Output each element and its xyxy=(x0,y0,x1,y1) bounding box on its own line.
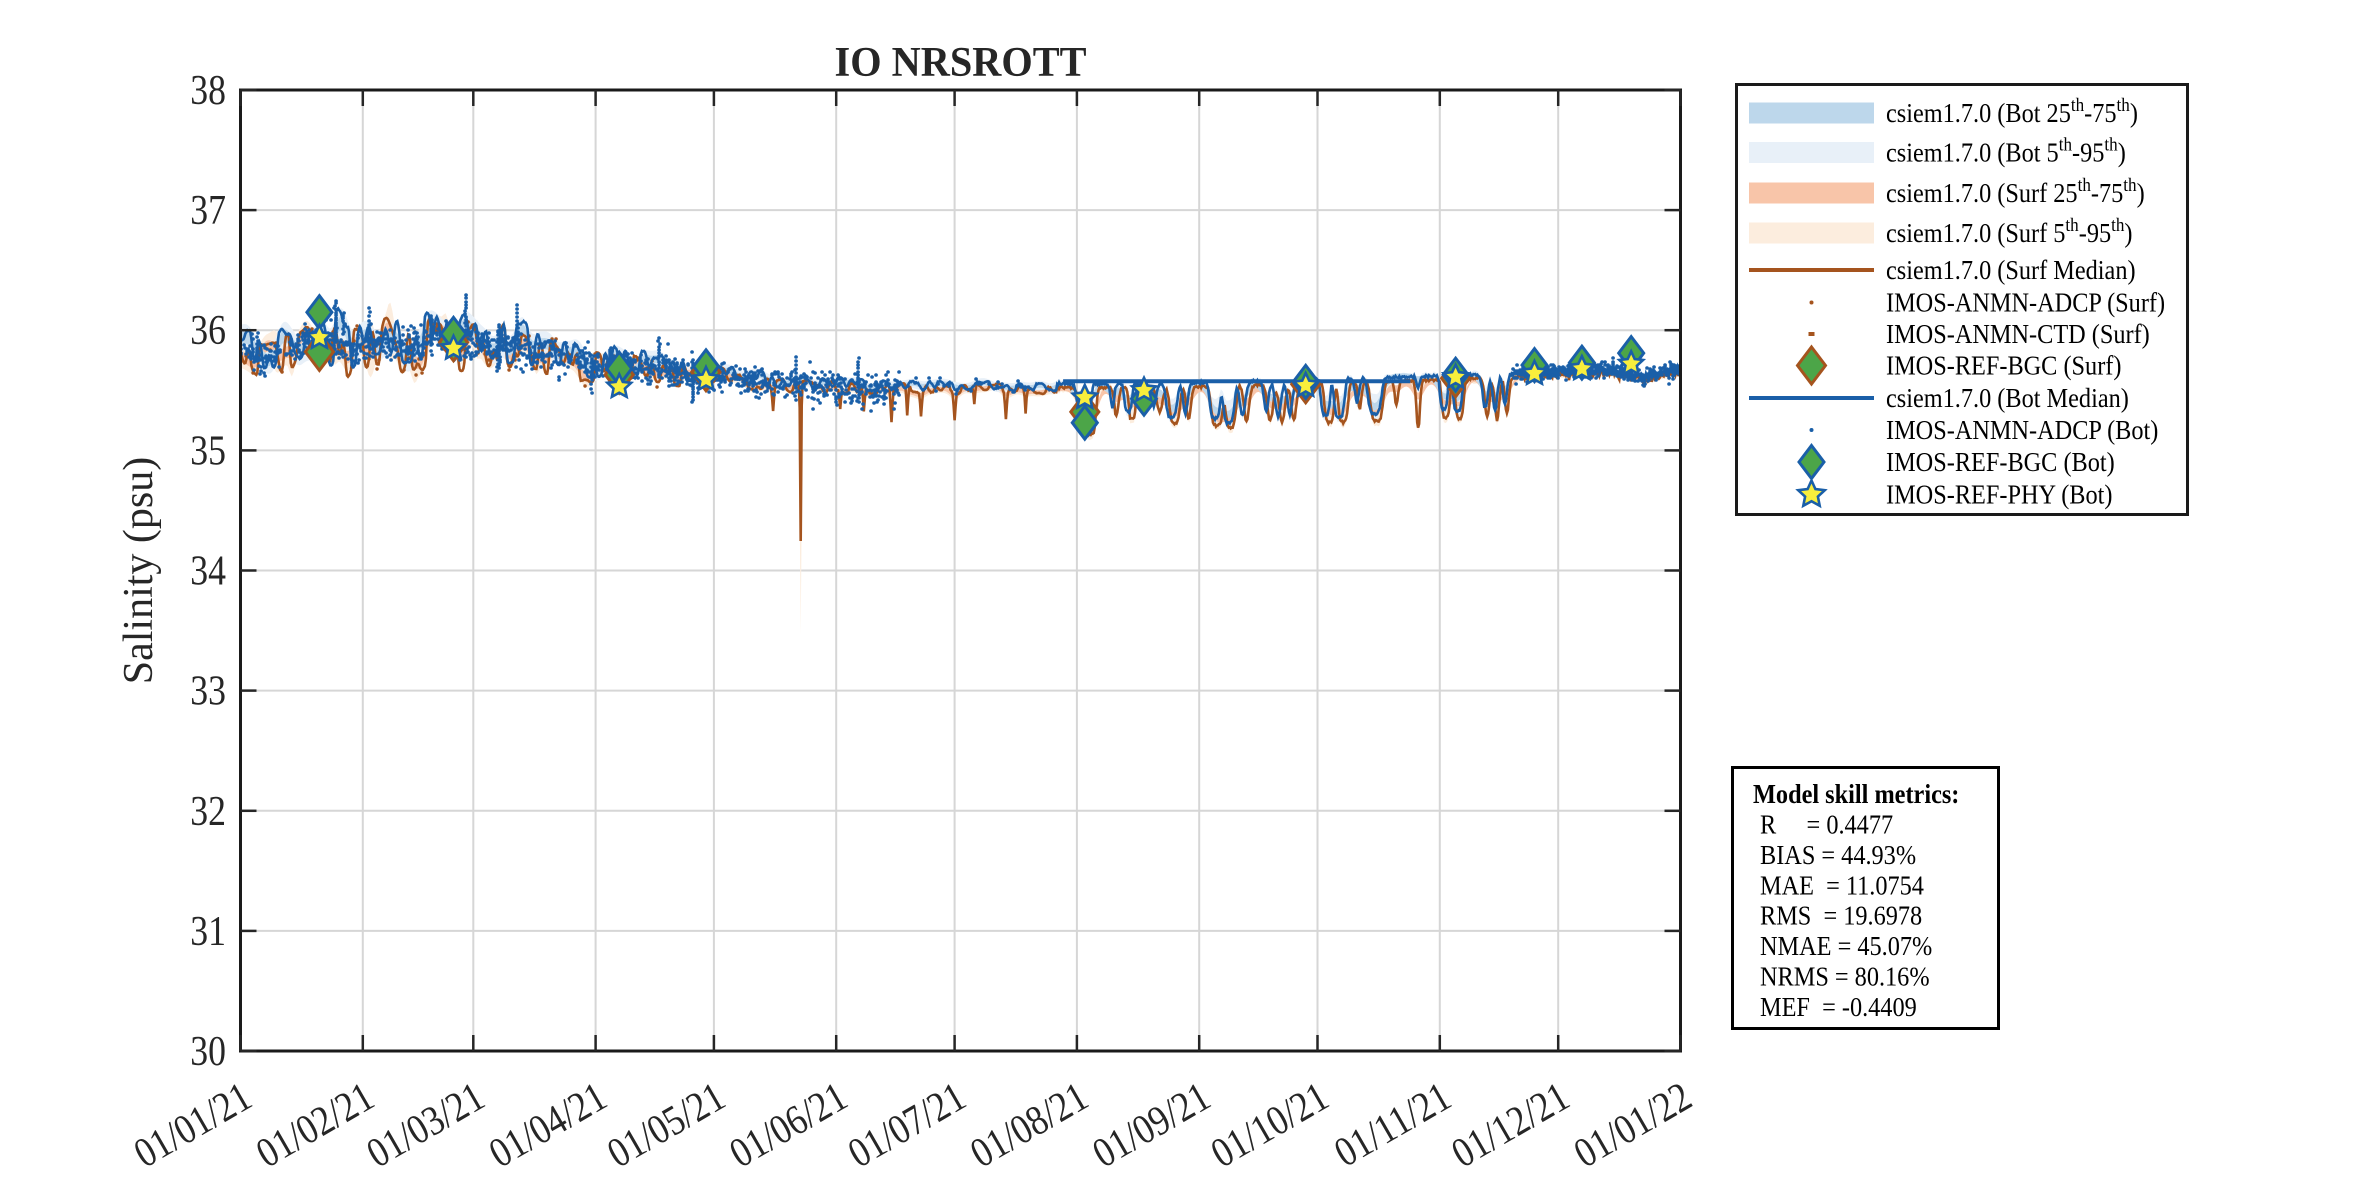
svg-text:37: 37 xyxy=(190,187,226,233)
svg-text:IO NRSROTT: IO NRSROTT xyxy=(835,38,1087,85)
svg-text:csiem1.7.0 (Surf 25th​-75th​): csiem1.7.0 (Surf 25th​-75th​) xyxy=(1886,174,2145,208)
svg-text:Salinity (psu): Salinity (psu) xyxy=(116,457,162,685)
svg-text:MEF = -0.4409: MEF = -0.4409 xyxy=(1760,992,1917,1022)
svg-text:R = 0.4477: R = 0.4477 xyxy=(1760,809,1893,839)
svg-text:Model skill metrics:: Model skill metrics: xyxy=(1753,779,1959,809)
svg-text:IMOS-REF-BGC (Surf): IMOS-REF-BGC (Surf) xyxy=(1886,350,2121,380)
svg-text:31: 31 xyxy=(190,908,226,954)
svg-text:IMOS-REF-BGC (Bot): IMOS-REF-BGC (Bot) xyxy=(1886,447,2115,477)
svg-text:35: 35 xyxy=(190,428,226,474)
svg-text:NRMS = 80.16%: NRMS = 80.16% xyxy=(1760,961,1930,991)
svg-text:IMOS-ANMN-CTD (Surf): IMOS-ANMN-CTD (Surf) xyxy=(1886,319,2150,349)
svg-text:RMS = 19.6978: RMS = 19.6978 xyxy=(1760,901,1922,931)
svg-text:IMOS-ANMN-ADCP (Surf): IMOS-ANMN-ADCP (Surf) xyxy=(1886,287,2165,317)
svg-text:IMOS-ANMN-ADCP (Bot): IMOS-ANMN-ADCP (Bot) xyxy=(1886,415,2158,445)
svg-text:33: 33 xyxy=(190,668,226,714)
svg-text:36: 36 xyxy=(190,308,226,354)
svg-text:38: 38 xyxy=(190,67,226,113)
svg-text:csiem1.7.0 (Surf 5th​-95th​): csiem1.7.0 (Surf 5th​-95th​) xyxy=(1886,214,2133,248)
svg-text:BIAS = 44.93%: BIAS = 44.93% xyxy=(1760,840,1916,870)
svg-text:NMAE = 45.07%: NMAE = 45.07% xyxy=(1760,931,1932,961)
svg-text:csiem1.7.0 (Bot Median): csiem1.7.0 (Bot Median) xyxy=(1886,383,2129,413)
svg-text:30: 30 xyxy=(190,1028,226,1074)
svg-text:csiem1.7.0 (Bot 25th​-75th​): csiem1.7.0 (Bot 25th​-75th​) xyxy=(1886,94,2138,128)
svg-text:IMOS-REF-PHY (Bot): IMOS-REF-PHY (Bot) xyxy=(1886,479,2112,509)
svg-text:34: 34 xyxy=(190,548,226,594)
svg-text:MAE = 11.0754: MAE = 11.0754 xyxy=(1760,870,1924,900)
svg-text:csiem1.7.0 (Bot 5th​-95th​): csiem1.7.0 (Bot 5th​-95th​) xyxy=(1886,134,2126,168)
svg-text:32: 32 xyxy=(190,788,226,834)
svg-text:csiem1.7.0 (Surf Median): csiem1.7.0 (Surf Median) xyxy=(1886,255,2136,285)
